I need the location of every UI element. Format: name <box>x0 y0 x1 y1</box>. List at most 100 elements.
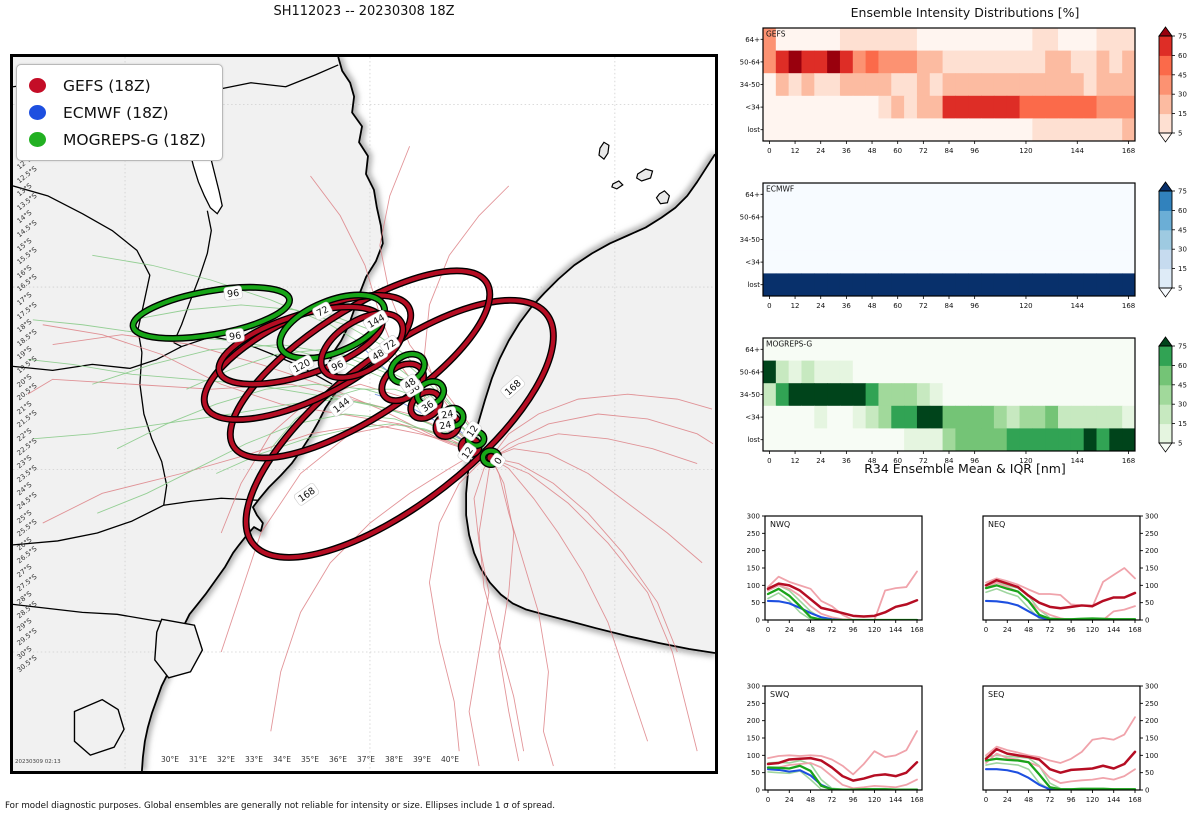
heatmap-cell <box>1096 95 1110 119</box>
hour-label-box <box>417 396 438 416</box>
heatmap-cell <box>839 428 854 452</box>
heatmap-cell <box>955 428 969 452</box>
legend-item-label: ECMWF (18Z) <box>63 103 169 122</box>
series-gefs-q3 <box>767 730 918 776</box>
heatmap-cell <box>968 338 982 362</box>
heatmap-cell <box>942 95 956 119</box>
x-tick-label: 60 <box>893 147 902 155</box>
heatmap-cell <box>916 118 931 142</box>
heatmap-cell <box>788 205 802 229</box>
r34-section-title: R34 Ensemble Mean & IQR [nm] <box>864 461 1066 476</box>
heatmap-cell <box>801 50 815 74</box>
heatmap-cell <box>968 228 982 252</box>
mainland-landmass <box>13 57 383 771</box>
ellipse-hour-label: 12 <box>457 442 477 463</box>
heatmap-cell <box>1083 95 1098 119</box>
heatmap-cell <box>801 73 815 97</box>
heatmap-cell <box>788 405 802 429</box>
mogreps-spread-ellipse-96 <box>131 285 292 341</box>
heatmap-cell <box>904 383 918 407</box>
heatmap-cell <box>981 28 995 52</box>
heatmap-cell <box>1045 50 1059 74</box>
x-tick-label: 120 <box>1086 796 1099 804</box>
heatmap-cell <box>1058 73 1072 97</box>
y-tick-label: 300 <box>747 683 760 691</box>
x-tick-label: 0 <box>984 796 988 804</box>
colorbar-segment <box>1159 36 1172 56</box>
x-tick-label: 120 <box>1019 457 1032 465</box>
colorbar-segment <box>1159 113 1172 134</box>
heatmap-row-label: 50-64 <box>740 368 761 376</box>
heatmap-cell <box>1019 73 1033 97</box>
heatmap-cell <box>916 28 931 52</box>
heatmap-cell <box>775 383 790 407</box>
heatmap-cell <box>827 383 841 407</box>
colorbar-segment <box>1159 365 1172 386</box>
x-tick-label: 24 <box>785 796 794 804</box>
heatmap-cell <box>852 73 867 97</box>
heatmap-row-label: 50-64 <box>740 58 761 66</box>
x-tick-label: 12 <box>791 302 800 310</box>
x-tick-label: 36 <box>842 302 851 310</box>
gefs-spread-ellipse-72 <box>319 311 405 380</box>
heatmap-cell <box>1045 360 1059 384</box>
x-tick-label: 60 <box>893 457 902 465</box>
heatmap-cell <box>1122 360 1136 384</box>
heatmap-cell <box>827 250 841 274</box>
heatmap-cell <box>763 228 777 252</box>
ellipse-hour-label: 12 <box>462 420 482 441</box>
heatmap-cell <box>993 273 1008 297</box>
heatmap-cell <box>814 50 828 74</box>
heatmap-cell <box>788 360 802 384</box>
heatmap-cell <box>955 338 969 362</box>
heatmap-cell <box>775 95 790 119</box>
heatmap-cell <box>839 228 854 252</box>
heatmap-cell <box>942 338 956 362</box>
heatmap-cell <box>878 118 892 142</box>
heatmap-cell <box>1109 360 1123 384</box>
heatmap-cell <box>827 73 841 97</box>
series-mogreps-g-q1 <box>985 588 1136 620</box>
heatmap-row-label: 64+ <box>745 191 760 199</box>
x-tick-label: 24 <box>816 457 825 465</box>
legend-item-label: GEFS (18Z) <box>63 76 151 95</box>
gefs-spread-ellipse-144 <box>228 268 492 461</box>
heatmap-cell <box>852 338 867 362</box>
series-ecmwf-mean <box>984 768 1137 790</box>
heatmap-cell <box>1083 73 1098 97</box>
heatmap-cell <box>993 228 1008 252</box>
heatmap-cell <box>993 118 1008 142</box>
heatmap-cell <box>839 183 854 207</box>
heatmap-cell <box>1045 428 1059 452</box>
x-tick-label: 48 <box>868 147 877 155</box>
heatmap-cell <box>839 338 854 362</box>
heatmap-cell <box>1096 273 1110 297</box>
heatmap-cell <box>801 118 815 142</box>
hour-label-box <box>327 356 348 375</box>
heatmap-cell <box>814 250 828 274</box>
heatmap-cell <box>1122 273 1136 297</box>
ellipse-hour-label: 36 <box>417 396 438 416</box>
heatmap-cell <box>1058 405 1072 429</box>
colorbar-tick-label: 15 <box>1178 110 1187 118</box>
heatmap-row-label: 64+ <box>745 36 760 44</box>
heatmap-cell <box>775 50 790 74</box>
heatmap-cell <box>1058 228 1072 252</box>
x-tick-label: 168 <box>1122 457 1135 465</box>
heatmap-cell <box>827 273 841 297</box>
heatmap-cell <box>1083 360 1098 384</box>
gefs-member-track <box>490 393 713 458</box>
legend-item-mogreps-g: MOGREPS-G (18Z) <box>29 126 206 153</box>
hour-label-box <box>399 373 420 393</box>
heatmap-cell <box>904 428 918 452</box>
heatmap-cell <box>1019 183 1033 207</box>
y-tick-label: 100 <box>747 582 760 590</box>
heatmap-cell <box>839 360 854 384</box>
heatmap-cell <box>1083 50 1098 74</box>
heatmap-cell <box>1096 73 1110 97</box>
heatmap-row-label: lost <box>747 436 760 444</box>
heatmap-cell <box>852 28 867 52</box>
heatmap-cell <box>1019 28 1033 52</box>
heatmap-cell <box>916 50 931 74</box>
x-tick-label: 72 <box>1045 626 1054 634</box>
